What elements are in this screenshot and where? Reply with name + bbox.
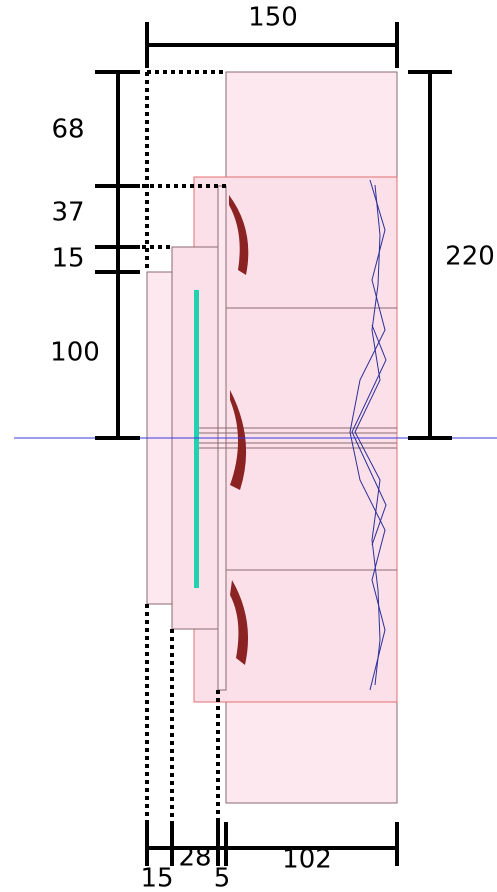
dimension-label: 28 — [178, 843, 211, 873]
dimension-label: 15 — [51, 244, 84, 274]
dimension-label: 102 — [282, 845, 332, 875]
dimension-label: 5 — [214, 864, 231, 892]
dimension-label: 15 — [140, 864, 173, 892]
dimension-label: 220 — [445, 242, 495, 272]
dimension-label: 150 — [248, 3, 298, 33]
dimension-label: 68 — [51, 115, 84, 145]
dimension-label: 100 — [50, 338, 100, 368]
dimension-label: 37 — [51, 198, 84, 228]
detector — [194, 290, 199, 588]
diagram: 150 68 37 15 100 220 15 28 5 102 — [0, 0, 497, 892]
